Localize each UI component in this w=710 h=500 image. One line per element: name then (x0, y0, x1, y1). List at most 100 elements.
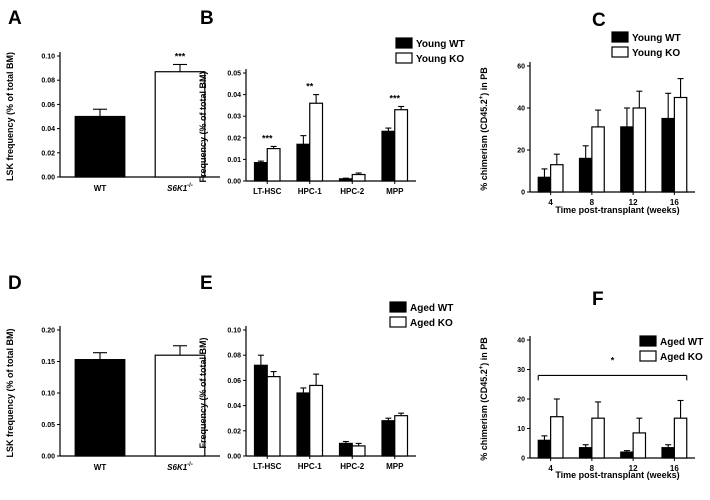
bar-aged-ko-lt-hsc (266, 376, 281, 457)
bar-aged-wt-8 (578, 447, 593, 459)
y-axis-title: Frequency (% of total BM) (198, 337, 208, 448)
bar-aged-ko-mpp (394, 415, 409, 457)
bar-aged-wt-mpp (381, 420, 396, 457)
bar-wt-wt (74, 359, 126, 457)
y-tick-label: 0.10 (41, 54, 55, 61)
x-tick-label: 8 (590, 464, 595, 473)
x-tick-label: LT-HSC (253, 187, 282, 196)
y-tick-label: 0.00 (41, 175, 55, 182)
x-tick-label: 16 (670, 198, 679, 207)
bar-aged-wt-hpc-2 (338, 442, 353, 457)
significance-marker: *** (175, 51, 186, 61)
legend-label: Young WT (416, 39, 465, 50)
chart-panel-f: F 0 10 20 30 40 % chimerism (CD45.2+) in PB Tim… (479, 289, 703, 480)
y-axis-title: LSK frequency (% of total BM) (5, 52, 15, 181)
y-tick-label: 0.15 (41, 359, 55, 366)
legend-label: Aged KO (410, 318, 453, 329)
legend: Aged WT Aged KO (639, 335, 703, 363)
y-tick-label: 0.04 (41, 126, 55, 133)
legend-swatch (639, 350, 657, 362)
legend-label: Young WT (632, 33, 681, 44)
significance-marker: * (611, 355, 615, 365)
x-tick-label: WT (94, 184, 107, 193)
x-axis-title: Time post-transplant (weeks) (555, 205, 679, 215)
x-tick-label: HPC-1 (298, 187, 323, 196)
bar-young-ko-hpc-2 (351, 173, 366, 182)
bar-young-ko-hpc-1 (309, 102, 324, 182)
panel-letter: F (592, 289, 604, 310)
y-tick-label: 60 (517, 64, 525, 71)
y-axis-title: Frequency (% of total BM) (198, 71, 208, 182)
y-tick-label: 0.02 (227, 428, 241, 435)
y-tick-label: 10 (517, 426, 525, 433)
bar-young-wt-4 (537, 176, 552, 193)
y-tick-label: 0.00 (227, 454, 241, 461)
chart-panel-d: D 0.00 0.05 0.10 0.15 0.20 LSK frequency (% of… (5, 273, 220, 472)
y-axis-title: % chimerism (CD45.2+) in PB (479, 67, 489, 191)
bar-wt-wt (74, 115, 126, 178)
y-tick-label: 0 (521, 190, 525, 197)
bar-aged-ko-hpc-1 (309, 384, 324, 457)
x-tick-label: 4 (548, 464, 553, 473)
bar-young-ko-4 (550, 164, 564, 193)
legend: Aged WT Aged KO (389, 301, 453, 329)
bar-aged-wt-lt-hsc (253, 364, 268, 457)
x-tick-label: 12 (629, 464, 638, 473)
y-tick-label: 0.02 (41, 150, 55, 157)
bar-young-wt-8 (578, 157, 593, 193)
panel-letter: E (200, 273, 213, 294)
bar-aged-ko-hpc-2 (351, 445, 366, 457)
bar-young-wt-16 (661, 117, 675, 193)
y-tick-label: 0.06 (227, 378, 241, 385)
legend: Young WT Young KO (611, 31, 681, 59)
x-tick-label: WT (94, 463, 107, 472)
bar-aged-wt-16 (661, 447, 675, 459)
bar-young-wt-12 (620, 126, 634, 193)
legend-swatch (389, 316, 407, 328)
x-tick-label: MPP (386, 462, 404, 471)
panel-letter: B (200, 8, 214, 29)
x-tick-label: S6K1-/- (167, 462, 193, 472)
bar-s6k1--s6k1- (154, 354, 206, 457)
legend: Young WT Young KO (395, 37, 465, 65)
y-tick-label: 0 (521, 456, 525, 463)
y-tick-label: 0.04 (227, 403, 241, 410)
y-tick-label: 0.10 (227, 328, 241, 335)
x-tick-label: LT-HSC (253, 462, 282, 471)
x-tick-label: 4 (548, 198, 553, 207)
bar-aged-ko-8 (591, 417, 605, 459)
bar-aged-ko-12 (632, 432, 647, 459)
legend-swatch (611, 46, 629, 58)
y-tick-label: 0.02 (227, 135, 241, 142)
y-tick-label: 0.03 (227, 114, 241, 121)
y-tick-label: 0.04 (227, 92, 241, 99)
legend-label: Aged KO (660, 352, 703, 363)
y-tick-label: 0.10 (41, 391, 55, 398)
legend-label: Young KO (632, 48, 680, 59)
bar-aged-ko-16 (673, 417, 688, 459)
bar-aged-wt-12 (620, 451, 634, 459)
legend-label: Aged WT (660, 337, 703, 348)
x-tick-label: HPC-2 (340, 462, 365, 471)
x-tick-label: HPC-1 (298, 462, 323, 471)
y-tick-label: 0.05 (41, 422, 55, 429)
legend-label: Young KO (416, 54, 464, 65)
y-tick-label: 20 (517, 148, 525, 155)
y-tick-label: 0.20 (41, 328, 55, 335)
y-tick-label: 0.05 (227, 71, 241, 78)
legend-swatch (611, 31, 629, 43)
bar-aged-wt-4 (537, 439, 552, 459)
x-tick-label: 8 (590, 198, 595, 207)
bar-young-ko-16 (673, 96, 688, 193)
significance-marker: ** (306, 82, 314, 92)
bar-young-ko-mpp (394, 109, 409, 182)
bar-young-wt-hpc-1 (296, 143, 311, 182)
y-tick-label: 40 (517, 338, 525, 345)
y-tick-label: 0.00 (227, 179, 241, 186)
y-axis-title: LSK frequency (% of total BM) (5, 328, 15, 457)
y-tick-label: 30 (517, 367, 525, 374)
panel-letter: C (592, 10, 606, 31)
legend-swatch (395, 52, 413, 64)
x-tick-label: S6K1-/- (167, 183, 193, 193)
